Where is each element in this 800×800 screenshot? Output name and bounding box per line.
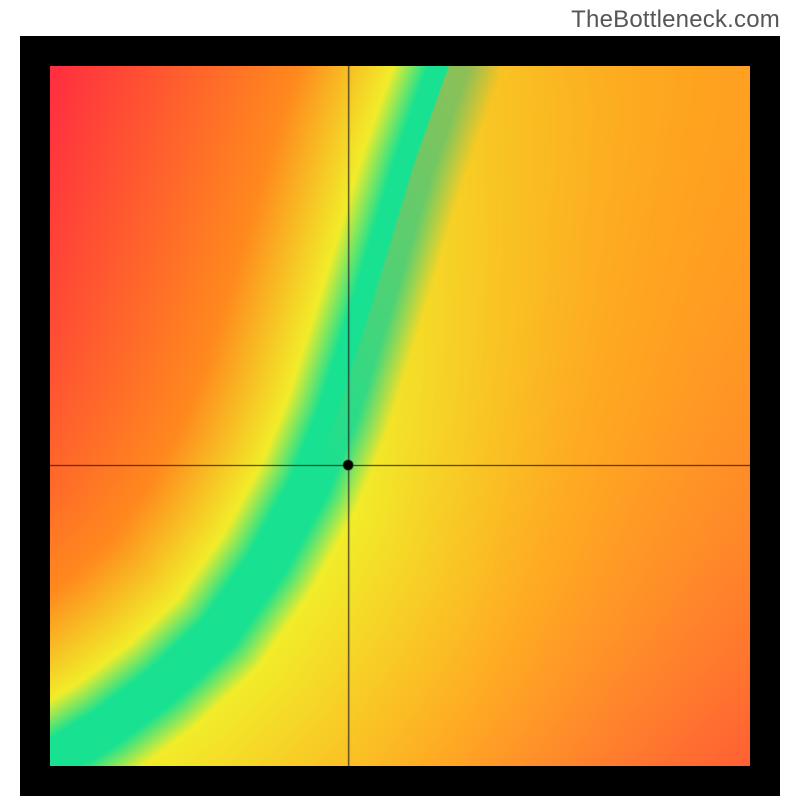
crosshair-overlay <box>50 66 750 766</box>
chart-container: TheBottleneck.com <box>0 0 800 800</box>
watermark-label: TheBottleneck.com <box>571 6 780 34</box>
